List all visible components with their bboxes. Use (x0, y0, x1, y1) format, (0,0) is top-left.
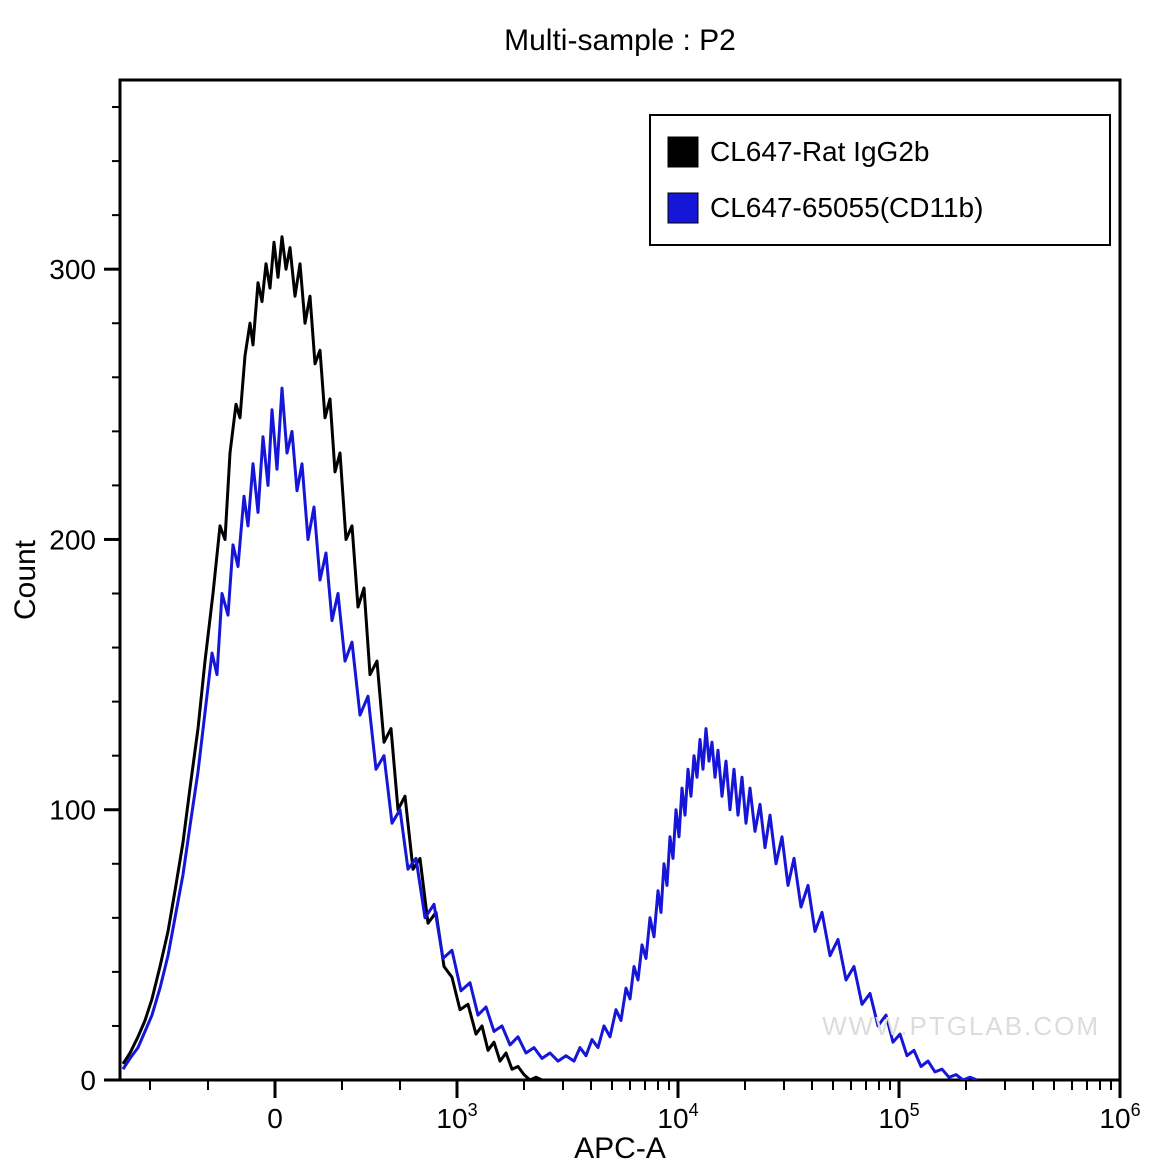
y-tick-label: 300 (49, 254, 96, 285)
x-tick-label: 103 (436, 1100, 477, 1134)
x-tick-label: 105 (878, 1100, 919, 1134)
chart-svg: Multi-sample : P2 0 100 200 300 Count 0 103 104 1… (0, 0, 1156, 1171)
legend-swatch (668, 193, 698, 223)
legend-label: CL647-Rat IgG2b (710, 136, 929, 167)
x-axis-label: APC-A (574, 1132, 666, 1165)
y-tick-label: 100 (49, 795, 96, 826)
legend-label: CL647-65055(CD11b) (710, 192, 983, 223)
chart-title: Multi-sample : P2 (504, 24, 736, 57)
y-tick-label: 200 (49, 524, 96, 555)
series-line-1 (123, 388, 977, 1080)
legend-swatch (668, 137, 698, 167)
legend-box (650, 115, 1110, 245)
series-line-0 (123, 237, 542, 1080)
x-tick-label: 106 (1099, 1100, 1140, 1134)
flow-cytometry-histogram: Multi-sample : P2 0 100 200 300 Count 0 103 104 1… (0, 0, 1156, 1171)
y-tick-label: 0 (80, 1065, 96, 1096)
y-axis-label: Count (9, 539, 42, 620)
x-tick-label: 104 (657, 1100, 698, 1134)
x-tick-label: 0 (267, 1103, 283, 1134)
watermark: WWW.PTGLAB.COM (822, 1011, 1100, 1041)
